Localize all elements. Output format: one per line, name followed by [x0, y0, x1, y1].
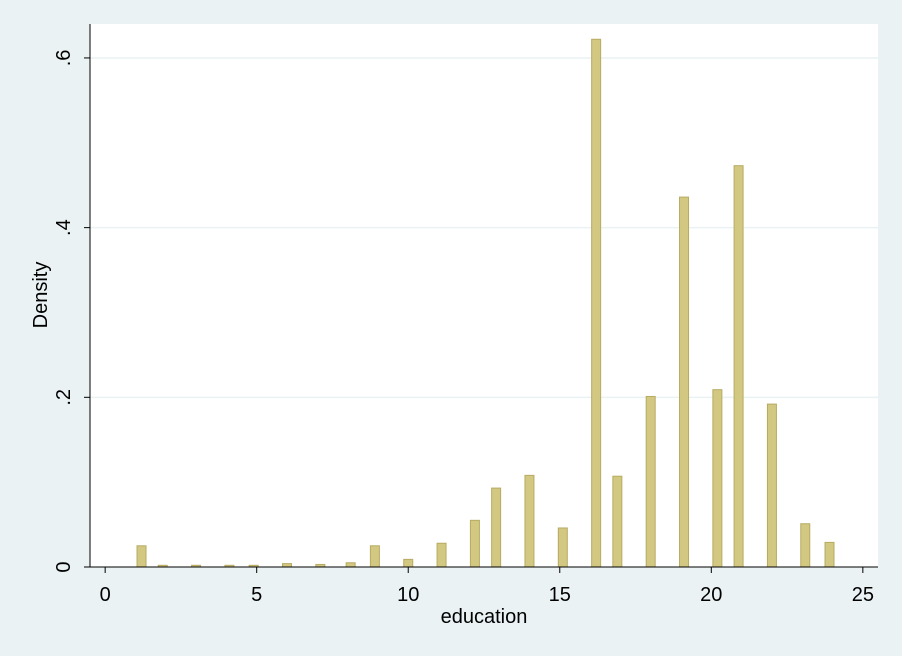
plot-area	[90, 24, 878, 567]
y-tick-label: .2	[53, 389, 75, 406]
histogram-bar	[369, 545, 380, 568]
histogram-bar	[733, 165, 744, 568]
histogram-bar	[136, 545, 147, 568]
x-tick-label: 5	[251, 584, 262, 606]
histogram-bar	[766, 403, 777, 568]
histogram-bar	[524, 474, 535, 568]
histogram-bar	[469, 519, 480, 568]
x-axis-ticks: 0 5 10 15 20 25	[100, 567, 874, 606]
histogram-bar	[712, 389, 723, 568]
x-tick-label: 15	[549, 584, 571, 606]
x-tick-label: 0	[100, 584, 111, 606]
x-axis-title: education	[441, 606, 528, 628]
y-tick-label: .6	[53, 50, 75, 67]
histogram-bar	[800, 523, 811, 568]
histogram-bar	[591, 38, 602, 568]
histogram-bar	[824, 541, 835, 568]
y-axis-title: Density	[30, 262, 52, 329]
histogram-bar	[436, 542, 447, 568]
histogram-bar	[645, 395, 656, 568]
y-tick-label: 0	[53, 561, 75, 572]
histogram-bar	[612, 475, 623, 568]
histogram-bar	[491, 487, 502, 568]
x-tick-label: 25	[852, 584, 874, 606]
histogram-bar	[282, 563, 292, 568]
x-tick-label: 20	[700, 584, 722, 606]
histogram-bar	[403, 558, 414, 568]
y-axis-ticks: 0 .2 .4 .6	[53, 50, 90, 573]
gridlines	[90, 57, 878, 399]
histogram-bar	[557, 527, 568, 568]
histogram-bar	[679, 196, 690, 568]
histogram-bar	[345, 562, 356, 568]
x-tick-label: 10	[397, 584, 419, 606]
y-tick-label: .4	[53, 219, 75, 236]
